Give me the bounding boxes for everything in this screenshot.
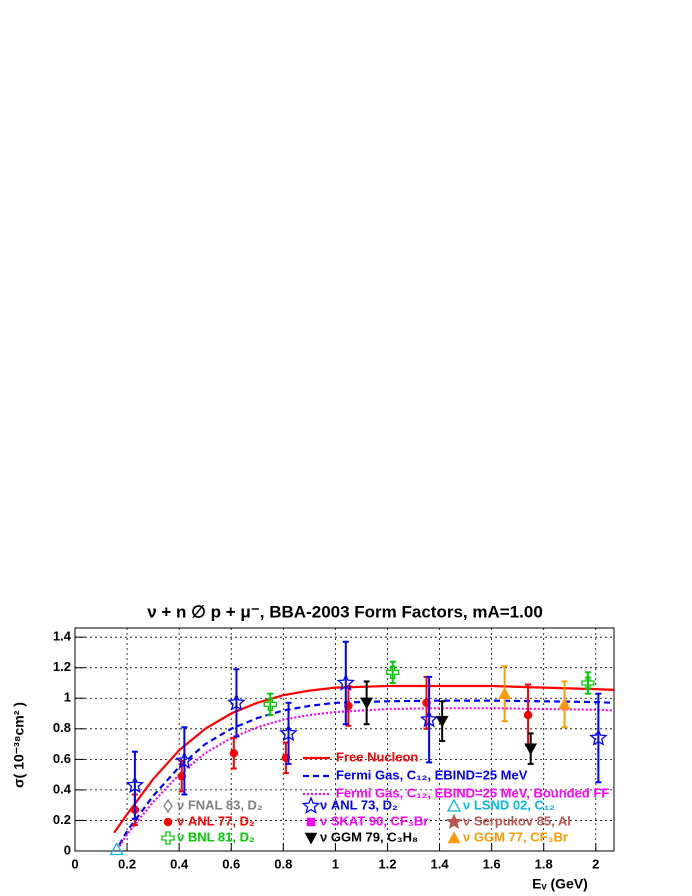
data-point	[435, 715, 449, 728]
data-point	[419, 709, 439, 728]
legend-label: ν BNL 81, D₂	[177, 829, 255, 844]
error-bar	[233, 668, 240, 738]
legend-label: ν ANL 73, D₂	[320, 797, 398, 812]
x-axis-label: Eᵥ (GeV)	[532, 876, 588, 892]
legend-marker	[446, 798, 462, 812]
data-point	[229, 749, 239, 758]
x-tick-label: 0.2	[118, 856, 136, 871]
legend-marker	[447, 831, 461, 844]
legend-label: ν FNAL 83, D₂	[177, 797, 263, 812]
data-point	[524, 743, 538, 756]
x-tick-label: 1.2	[378, 856, 396, 871]
legend-marker	[306, 817, 316, 827]
data-point	[175, 751, 194, 769]
y-tick-label: 1.4	[53, 629, 72, 644]
data-point	[109, 842, 124, 856]
error-bar	[285, 701, 292, 765]
y-tick-label: 0.2	[53, 812, 71, 827]
legend-label: ν LSND 02, C₁₂	[463, 797, 555, 812]
curve	[113, 684, 615, 834]
y-tick-label: 0.6	[53, 751, 71, 766]
plot-frame	[74, 627, 615, 852]
legend-label: ν GGM 77, CF₃Br	[463, 829, 568, 844]
x-tick-label: 1.8	[535, 856, 553, 871]
data-point	[279, 723, 298, 742]
legend-marker	[163, 798, 173, 814]
error-bar	[267, 692, 274, 717]
error-bar	[595, 692, 602, 784]
data-point	[558, 697, 571, 710]
legend-label: Fermi Gas, C₁₂, EBIND=25 MeV	[336, 767, 528, 782]
error-bar	[181, 726, 188, 796]
error-bar	[342, 640, 349, 726]
x-tick-label: 0.6	[222, 856, 240, 871]
legend-label: Free Nucleon	[336, 749, 418, 764]
legend-label: ν GGM 79, C₃H₈	[320, 829, 418, 844]
data-point	[360, 697, 374, 710]
y-axis-label: σ( 10⁻³⁸cm² )	[11, 702, 27, 788]
x-tick-label: 0.4	[170, 856, 189, 871]
x-tick-label: 1.4	[431, 856, 450, 871]
x-tick-label: 0	[71, 856, 78, 871]
legend-marker	[163, 817, 173, 827]
data-point	[336, 673, 356, 691]
legend-marker	[161, 831, 175, 845]
legend-label: ν SKAT 90, CF₃Br	[320, 813, 428, 828]
legend-marker	[304, 832, 318, 845]
data-point	[523, 710, 533, 720]
error-bar	[426, 675, 433, 764]
x-tick-label: 1.6	[483, 856, 501, 871]
legend-label: ν ANL 77, D₂	[177, 813, 255, 828]
data-point	[589, 728, 608, 746]
legend-label: Fermi Gas, C₁₂, EBIND=25 MeV, Bounded FF	[336, 785, 609, 800]
legend-marker	[445, 813, 463, 830]
data-point	[386, 665, 400, 679]
y-tick-label: 0.8	[53, 720, 71, 735]
x-tick-label: 0.8	[274, 856, 292, 871]
error-bar	[389, 660, 396, 684]
data-point	[227, 693, 246, 711]
data-point	[263, 697, 277, 712]
legend-label: ν Serpukov 85, Al	[463, 813, 571, 828]
x-tick-label: 2	[592, 856, 599, 871]
data-point	[125, 775, 145, 794]
data-point	[498, 687, 512, 699]
y-tick-label: 0.4	[53, 781, 72, 796]
chart-title: ν + n ∅ p + μ⁻, BBA-2003 Form Factors, m…	[147, 602, 543, 621]
error-bar	[131, 750, 138, 820]
y-tick-label: 0	[64, 842, 71, 857]
legend-marker	[301, 796, 321, 814]
curve	[118, 699, 615, 846]
y-tick-label: 1.2	[53, 659, 71, 674]
x-tick-label: 1	[332, 856, 339, 871]
error-bar	[584, 671, 591, 695]
data-point	[581, 676, 595, 690]
y-tick-label: 1	[64, 690, 71, 705]
